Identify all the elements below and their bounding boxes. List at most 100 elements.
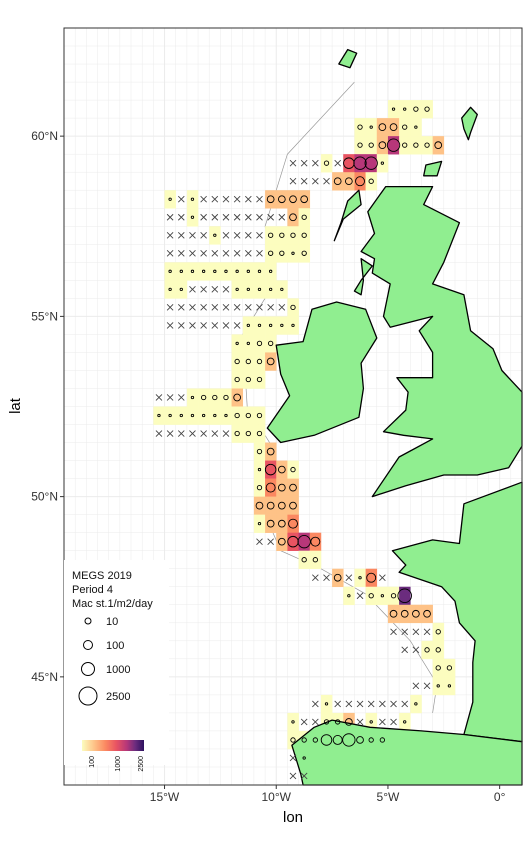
survey-cell xyxy=(198,388,210,407)
survey-cell xyxy=(253,496,266,515)
survey-cell xyxy=(343,586,355,606)
zero-catch-mark xyxy=(345,700,353,708)
egg-density-circle xyxy=(389,123,398,131)
zero-catch-mark xyxy=(379,718,386,726)
zero-catch-mark xyxy=(334,159,342,167)
legend-size-label-1000: 1000 xyxy=(106,664,130,676)
zero-catch-mark xyxy=(300,718,308,726)
survey-cell xyxy=(287,226,299,245)
egg-density-circle xyxy=(279,232,285,238)
egg-density-circle xyxy=(436,684,440,688)
survey-cell xyxy=(265,190,277,209)
egg-density-circle xyxy=(345,718,353,726)
egg-density-circle xyxy=(277,195,286,204)
egg-density-circle xyxy=(224,413,228,418)
survey-cell xyxy=(399,136,411,155)
zero-catch-mark xyxy=(166,322,174,329)
survey-cell xyxy=(253,442,266,461)
survey-cell xyxy=(276,514,288,533)
zero-catch-mark xyxy=(412,646,420,654)
egg-density-circle xyxy=(297,535,311,549)
egg-density-circle xyxy=(255,501,264,510)
zero-catch-mark xyxy=(166,249,174,257)
survey-cell xyxy=(354,154,366,173)
egg-density-circle xyxy=(333,573,342,582)
zero-catch-mark xyxy=(289,159,297,167)
survey-cell xyxy=(220,262,232,281)
survey-cell xyxy=(365,154,378,173)
survey-cell xyxy=(164,190,177,209)
survey-cell xyxy=(242,424,255,443)
egg-density-circle xyxy=(256,376,263,383)
zero-catch-mark xyxy=(312,177,319,185)
zero-catch-mark xyxy=(211,286,219,293)
legend: MEGS 2019 Period 4 Mac st.1/m2/day 10 10… xyxy=(64,560,169,772)
zero-catch-mark xyxy=(401,646,409,654)
survey-cell xyxy=(410,694,422,714)
egg-density-circle xyxy=(323,719,330,725)
egg-density-circle xyxy=(301,557,307,563)
egg-density-circle xyxy=(246,323,250,328)
egg-density-circle xyxy=(257,269,262,273)
zero-catch-mark xyxy=(189,430,196,437)
x-tick-label: 0° xyxy=(494,790,506,804)
egg-density-circle xyxy=(378,141,387,150)
egg-density-circle xyxy=(201,269,206,273)
zero-catch-mark xyxy=(256,249,263,257)
survey-cell xyxy=(421,136,433,155)
zero-catch-mark xyxy=(233,231,241,239)
legend-size-symbol-1000 xyxy=(81,662,95,676)
egg-density-circle xyxy=(235,341,239,346)
survey-cell xyxy=(242,280,255,299)
legend-size-label-2500: 2500 xyxy=(106,691,130,703)
survey-cell xyxy=(287,496,299,515)
survey-cell xyxy=(343,172,355,191)
egg-density-circle xyxy=(423,609,431,618)
zero-catch-mark xyxy=(200,249,207,257)
survey-cell xyxy=(276,190,288,209)
survey-cell xyxy=(332,172,344,191)
egg-density-circle xyxy=(369,125,373,129)
survey-cell xyxy=(320,154,333,173)
zero-catch-mark xyxy=(222,231,230,239)
zero-catch-mark xyxy=(390,700,397,708)
egg-density-circle xyxy=(291,323,295,328)
zero-catch-mark xyxy=(412,628,420,636)
egg-density-circle xyxy=(264,463,277,476)
egg-density-circle xyxy=(403,107,407,111)
egg-density-circle xyxy=(233,393,241,402)
land-france xyxy=(391,481,523,743)
egg-density-circle xyxy=(312,737,318,743)
zero-catch-mark xyxy=(312,700,319,708)
egg-density-circle xyxy=(391,107,396,111)
zero-catch-mark xyxy=(356,718,364,726)
survey-cell xyxy=(175,406,188,425)
legend-title-line-1: MEGS 2019 xyxy=(72,570,132,582)
zero-catch-mark xyxy=(256,213,263,221)
egg-density-circle xyxy=(257,522,262,526)
survey-cell xyxy=(265,460,277,479)
zero-catch-mark xyxy=(177,249,185,257)
egg-density-circle xyxy=(256,484,263,491)
egg-density-circle xyxy=(266,519,275,528)
egg-density-circle xyxy=(333,177,342,186)
survey-cell xyxy=(276,460,288,479)
legend-colorbar xyxy=(82,740,144,751)
survey-cell xyxy=(231,370,244,389)
land xyxy=(266,48,523,786)
legend-title-line-3: Mac st.1/m2/day xyxy=(72,598,153,610)
y-tick-label: 45°N xyxy=(31,670,58,684)
egg-density-circle xyxy=(368,737,374,743)
egg-density-circle xyxy=(257,287,262,291)
egg-density-circle xyxy=(324,702,329,706)
egg-density-circle xyxy=(356,736,364,744)
zero-catch-mark xyxy=(379,574,386,582)
zero-catch-mark xyxy=(233,195,241,203)
egg-density-circle xyxy=(265,482,276,493)
egg-density-circle xyxy=(168,197,172,201)
zero-catch-mark xyxy=(367,700,375,708)
egg-density-circle xyxy=(190,395,195,400)
egg-density-circle xyxy=(279,250,285,256)
egg-density-circle xyxy=(257,467,262,472)
survey-cell xyxy=(265,316,277,335)
